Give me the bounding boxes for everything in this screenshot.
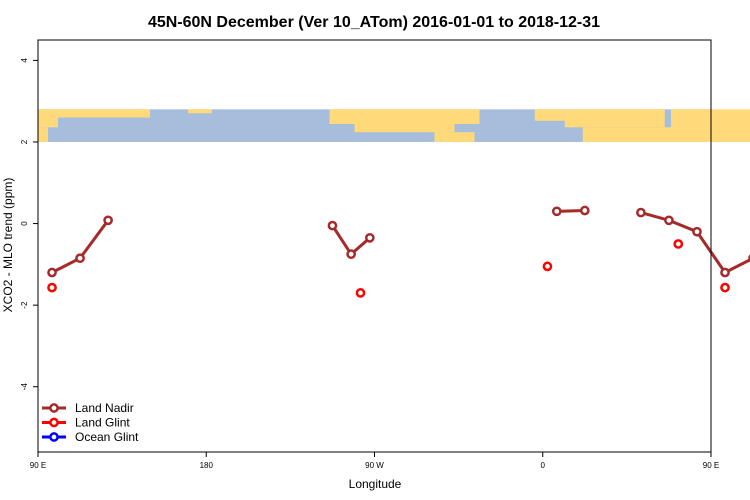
x-axis-label: Longitude <box>349 477 402 491</box>
y-tick-label: -2 <box>20 301 29 309</box>
land-nadir-point <box>327 220 338 231</box>
axes: 90 E 180 90 W 0 90 E 4 2 0 -2 -4 <box>20 58 719 470</box>
map-land <box>671 109 711 121</box>
land-nadir-point <box>720 267 730 278</box>
land-nadir-point <box>636 207 646 218</box>
x-tick-label: 0 <box>541 461 546 470</box>
map-land <box>329 109 480 125</box>
land-nadir-line <box>51 219 110 274</box>
x-tick-label: 90 E <box>30 461 46 470</box>
chart-title: 45N-60N December (Ver 10_ATom) 2016-01-0… <box>148 14 600 31</box>
map-land <box>58 109 150 118</box>
legend-land-nadir-marker <box>49 403 59 413</box>
land-nadir-point <box>75 253 85 264</box>
y-tick-label: 0 <box>20 221 29 226</box>
land-glint-point <box>673 239 684 249</box>
map-land <box>188 109 212 114</box>
plot-area <box>47 205 750 298</box>
land-nadir-line <box>640 211 750 275</box>
land-nadir-point <box>47 267 57 278</box>
land-glint-point <box>355 288 366 298</box>
map-land <box>354 124 455 133</box>
legend-ocean-glint-label: Ocean Glint <box>75 430 139 444</box>
land-nadir-point <box>579 205 590 216</box>
y-axis-label: XCO2 - MLO trend (ppm) <box>1 178 15 313</box>
land-nadir-point <box>692 226 702 237</box>
plot-frame <box>37 39 712 453</box>
y-tick-label: 2 <box>20 139 29 144</box>
legend-land-glint-label: Land Glint <box>75 416 130 430</box>
x-tick-label: 90 E <box>703 461 719 470</box>
land-glint-point <box>720 282 730 293</box>
map-land <box>564 109 665 128</box>
legend-ocean-glint-marker <box>49 432 59 442</box>
y-tick-label: -4 <box>20 383 29 391</box>
map-land <box>38 109 58 128</box>
y-tick-label: 4 <box>20 58 29 63</box>
x-tick-label: 180 <box>200 461 214 470</box>
land-nadir-point <box>551 206 562 217</box>
map-land <box>38 127 48 142</box>
x-tick-label: 90 W <box>365 461 384 470</box>
map-land <box>534 109 565 121</box>
legend-land-nadir-label: Land Nadir <box>75 401 134 415</box>
land-nadir-point <box>664 215 674 226</box>
land-glint-point <box>542 261 553 272</box>
land-glint-point <box>47 282 57 293</box>
map-band <box>38 109 750 142</box>
land-nadir-point <box>364 232 375 243</box>
land-nadir-point <box>103 215 113 226</box>
legend-land-glint-marker <box>49 417 59 428</box>
land-nadir-point <box>346 249 356 260</box>
map-land <box>434 132 475 142</box>
map-land <box>582 127 750 142</box>
